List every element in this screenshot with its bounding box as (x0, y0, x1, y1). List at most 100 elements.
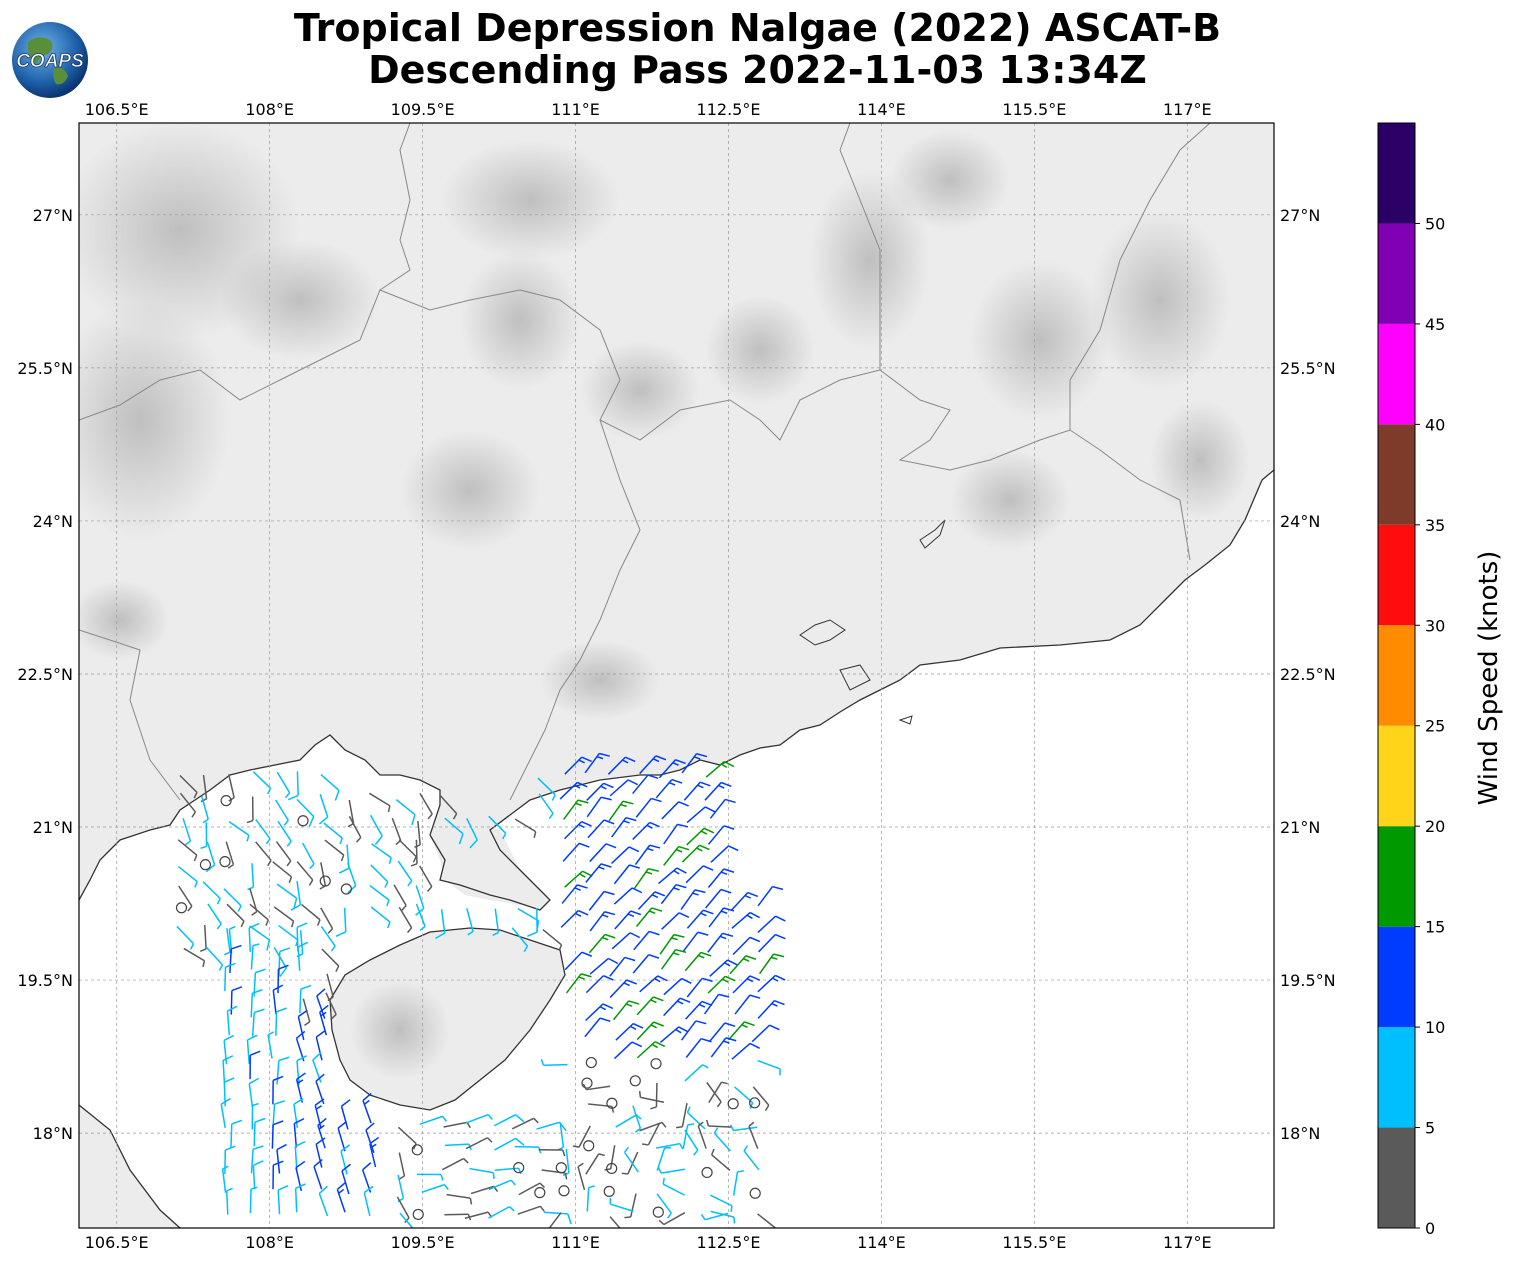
colorbar-tick-label: 50 (1425, 214, 1445, 233)
wind-barb (686, 977, 713, 998)
colorbar-bin (1378, 424, 1415, 525)
wind-barb (658, 759, 686, 779)
wind-barb (249, 1050, 261, 1080)
wind-barb (582, 1083, 611, 1091)
wind-barb (226, 903, 245, 928)
wind-barb (277, 1184, 289, 1215)
colorbar-bin (1378, 926, 1415, 1028)
wind-barb (707, 825, 735, 845)
calm-marker (220, 795, 232, 807)
wind-barb (731, 911, 760, 929)
wind-barb (252, 771, 272, 795)
wind-barb (250, 1145, 264, 1174)
colorbar-bin (1378, 826, 1415, 927)
wind-barb (589, 843, 617, 863)
colorbar-tick-label: 30 (1425, 616, 1445, 635)
colorbar-bin (1378, 123, 1415, 224)
wind-barb (179, 774, 198, 799)
wind-barb (650, 1082, 658, 1110)
wind-barb (517, 1205, 545, 1215)
wind-barb (419, 793, 433, 820)
calm-marker (297, 815, 309, 827)
wind-barb (275, 841, 292, 867)
calm-marker (581, 1077, 593, 1089)
wind-barb (526, 908, 538, 937)
wind-barb (222, 1055, 234, 1085)
wind-barb (608, 800, 634, 822)
colorbar-bin (1378, 1127, 1415, 1228)
wind-barb (320, 926, 336, 952)
lat-tick-label: 25.5°N (1280, 359, 1336, 378)
wind-barb (295, 1072, 306, 1103)
wind-barb (369, 884, 390, 907)
calm-marker (555, 1162, 567, 1174)
calm-marker (749, 1187, 761, 1199)
colorbar-bin (1378, 625, 1415, 726)
wind-barb (246, 1034, 258, 1064)
wind-barb (295, 1160, 306, 1192)
wind-barb (514, 818, 537, 839)
wind-barb (293, 1098, 304, 1128)
wind-barb (686, 909, 714, 929)
wind-barb (685, 1000, 713, 1020)
wind-barb (419, 1115, 448, 1125)
wind-barb (275, 1007, 287, 1036)
wind-barb (614, 1041, 643, 1060)
wind-barb (178, 885, 193, 912)
wind-barb (296, 1055, 307, 1085)
wind-barb (757, 999, 785, 1019)
lon-tick-label: 112.5°E (697, 1233, 761, 1252)
wind-barb (609, 779, 639, 797)
wind-barb (313, 1158, 323, 1190)
wind-barb (611, 846, 640, 864)
wind-barb (465, 1113, 493, 1124)
lon-tick-label: 109.5°E (391, 100, 455, 119)
wind-barb (493, 1114, 525, 1127)
lat-ticks-right: 18°N 19.5°N 21°N 22.5°N 24°N 25.5°N 27°N (1280, 206, 1336, 1143)
wind-barb (277, 820, 292, 847)
chart-title-line2: Descending Pass 2022-11-03 13:34Z (368, 48, 1147, 92)
lat-tick-label: 22.5°N (17, 665, 73, 684)
lon-ticks-bottom: 106.5°E 108°E 109.5°E 111°E 112.5°E 114°E 115.… (85, 1233, 1212, 1252)
wind-barb (683, 781, 711, 801)
wind-barb (314, 1098, 325, 1129)
wind-barb (751, 1024, 780, 1043)
wind-barb (682, 931, 709, 952)
wind-barb (246, 796, 254, 824)
wind-barb (435, 909, 446, 940)
wind-barb (732, 975, 761, 994)
colorbar: 0 5 10 15 20 25 30 35 40 45 50 (1377, 122, 1445, 1238)
wind-barb (299, 984, 312, 1014)
colorbar-bin (1378, 223, 1415, 324)
wind-barb (518, 1182, 546, 1196)
wind-barb (179, 792, 197, 818)
wind-barb (710, 1194, 733, 1213)
calm-marker (629, 1075, 641, 1087)
wind-barb (638, 1091, 665, 1103)
wind-barb (611, 817, 637, 838)
wind-barb (273, 906, 295, 928)
wind-barb (272, 984, 284, 1015)
wind-barb (663, 997, 691, 1017)
wind-barb (604, 1145, 616, 1171)
lon-ticks-top: 106.5°E 108°E 109.5°E 111°E 112.5°E 114°E 115.… (85, 100, 1212, 119)
wind-barb (686, 1106, 706, 1130)
wind-barb (249, 903, 270, 926)
wind-barb (636, 996, 664, 1016)
calm-marker (412, 1208, 424, 1221)
wind-barb (748, 1121, 759, 1149)
wind-barb (609, 979, 637, 998)
wind-barb (228, 821, 250, 842)
lon-tick-label: 115.5°E (1002, 1233, 1066, 1252)
wind-barb (757, 915, 786, 934)
wind-barb (615, 1114, 642, 1128)
colorbar-tick-label: 20 (1425, 817, 1445, 836)
wind-barb (686, 806, 716, 824)
wind-barb (562, 842, 590, 862)
wind-barb (707, 868, 735, 888)
calm-marker (727, 1098, 739, 1110)
wind-barb (708, 1081, 728, 1103)
wind-barb (249, 888, 258, 916)
wind-barb (633, 930, 660, 951)
wind-barb (177, 839, 198, 862)
